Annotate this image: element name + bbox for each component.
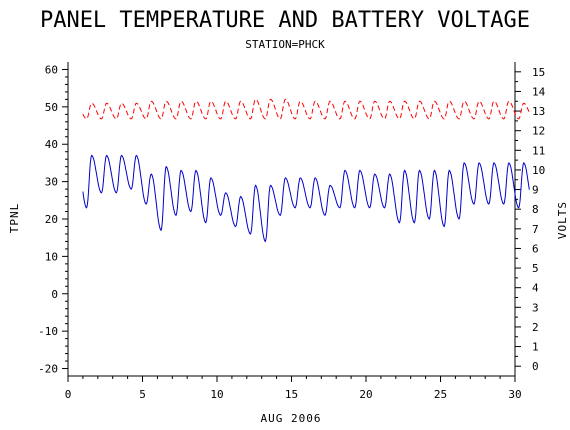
y-right-tick-label: 2 [532, 321, 539, 334]
y-right-tick-label: 1 [532, 341, 539, 354]
chart-title: PANEL TEMPERATURE AND BATTERY VOLTAGE [40, 8, 530, 33]
y-right-tick-label: 8 [532, 203, 539, 216]
y-right-tick-label: 4 [532, 282, 539, 295]
x-tick-label: 0 [65, 388, 72, 401]
y-right-tick-label: 0 [532, 360, 539, 373]
y-right-tick-label: 14 [532, 85, 546, 98]
y-left-tick-label: 0 [51, 288, 58, 301]
x-axis-label: AUG 2006 [261, 412, 322, 425]
y-left-tick-label: 30 [45, 176, 58, 189]
y-left-axis-label: TPNL [8, 203, 21, 234]
y-right-axis-label: VOLTS [556, 201, 569, 239]
y-left-tick-label: 40 [45, 138, 58, 151]
x-tick-label: 30 [508, 388, 521, 401]
y-right-tick-label: 6 [532, 242, 539, 255]
panel-temperature-line [82, 154, 530, 243]
y-right-tick-label: 11 [532, 144, 545, 157]
y-right-tick-label: 12 [532, 125, 545, 138]
y-left-tick-label: 50 [45, 101, 58, 114]
y-right-tick-label: 7 [532, 223, 539, 236]
y-left-tick-label: -20 [38, 363, 58, 376]
y-left-tick-label: -10 [38, 325, 58, 338]
series-layer [82, 98, 530, 243]
y-right-tick-label: 9 [532, 184, 539, 197]
x-tick-label: 10 [210, 388, 223, 401]
x-tick-label: 20 [359, 388, 372, 401]
x-axis-ticks: 0 5 10 15 20 25 30 [65, 376, 522, 401]
y-left-tick-label: 60 [45, 63, 58, 76]
x-tick-label: 5 [139, 388, 146, 401]
y-right-tick-label: 3 [532, 301, 539, 314]
chart-subtitle: STATION=PHCK [245, 38, 325, 51]
y-left-axis-ticks: -20 -10 0 10 20 30 40 50 60 [38, 63, 68, 376]
x-tick-label: 15 [285, 388, 298, 401]
y-left-tick-label: 10 [45, 250, 58, 263]
plot-frame [67, 62, 516, 377]
x-tick-label: 25 [434, 388, 447, 401]
y-right-tick-label: 13 [532, 105, 545, 118]
battery-voltage-line [82, 98, 530, 120]
y-right-tick-label: 10 [532, 164, 545, 177]
y-right-tick-label: 15 [532, 66, 545, 79]
y-right-tick-label: 5 [532, 262, 539, 275]
y-left-tick-label: 20 [45, 213, 58, 226]
